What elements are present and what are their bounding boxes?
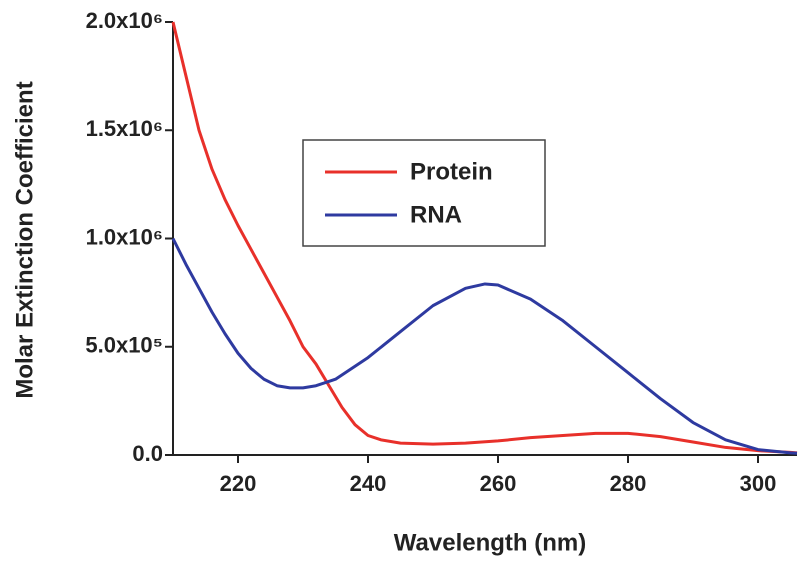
y-tick-label: 5.0x10⁵ (85, 333, 163, 358)
series-line (171, 21, 798, 455)
x-tick-label: 280 (610, 471, 647, 496)
legend-label: Protein (410, 158, 493, 185)
x-tick-label: 220 (220, 471, 257, 496)
y-tick-label: 1.5x10⁶ (86, 116, 163, 141)
y-tick-label: 0.0 (132, 441, 163, 466)
series-line (171, 237, 798, 455)
x-tick-label: 240 (350, 471, 387, 496)
y-tick-label: 1.0x10⁶ (86, 224, 163, 249)
x-tick-label: 260 (480, 471, 517, 496)
legend: Protein RNA (302, 139, 546, 247)
x-tick-label: 300 (740, 471, 777, 496)
y-tick-label: 2.0x10⁶ (86, 8, 163, 33)
y-axis-title: Molar Extinction Coefficient (11, 81, 38, 398)
legend-label: RNA (410, 201, 462, 228)
x-axis-title: Wavelength (nm) (394, 529, 586, 556)
legend-box (302, 139, 546, 247)
